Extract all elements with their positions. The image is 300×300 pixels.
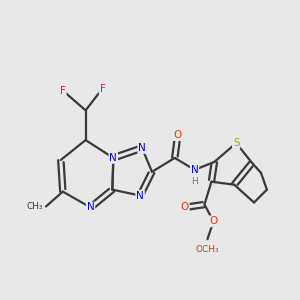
Text: N: N (138, 143, 146, 153)
Text: O: O (174, 130, 182, 140)
Text: CH₃: CH₃ (26, 202, 43, 211)
Text: OCH₃: OCH₃ (196, 245, 219, 254)
Text: O: O (209, 216, 217, 226)
Text: S: S (233, 138, 239, 148)
Text: F: F (100, 84, 105, 94)
Text: N: N (87, 202, 94, 212)
Text: N: N (136, 190, 144, 201)
Text: H: H (191, 177, 198, 186)
Text: N: N (110, 153, 117, 163)
Text: O: O (181, 202, 189, 212)
Text: N: N (191, 165, 199, 175)
Text: F: F (60, 85, 66, 96)
